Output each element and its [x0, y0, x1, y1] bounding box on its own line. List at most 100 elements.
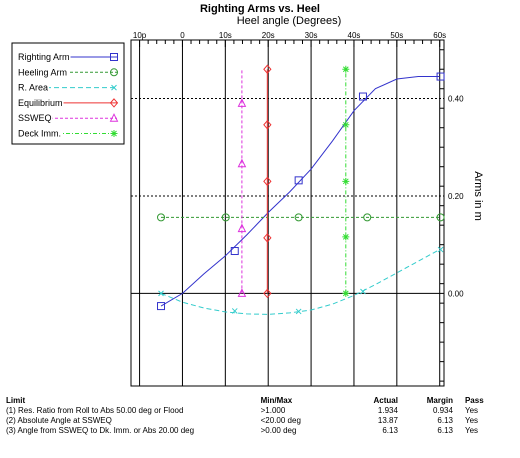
legend-marker	[110, 68, 118, 77]
series-r-area	[158, 246, 444, 315]
legend-marker	[110, 130, 118, 137]
x-axis-label: Heel angle (Degrees)	[237, 15, 342, 27]
legend-label-bg	[17, 113, 53, 124]
chart-title: Righting Arms vs. Heel	[200, 3, 320, 15]
legend-label-bg	[17, 52, 71, 62]
row-pass: Yes	[464, 416, 479, 425]
header-actual: Actual	[373, 396, 398, 405]
r-area-point	[295, 308, 302, 315]
legend-label: Righting Arm	[18, 52, 70, 62]
deck-imm-point	[342, 233, 350, 241]
legend-label: Heeling Arm	[18, 67, 67, 77]
r-area-point	[360, 288, 366, 295]
x-tick-label: 40s	[348, 31, 361, 40]
row-limit: (2) Absolute Angle at SSWEQ	[6, 416, 112, 425]
row-limit: (1) Res. Ratio from Roll to Abs 50.00 de…	[6, 406, 184, 415]
equilibrium-point	[263, 233, 272, 243]
righting-arm-point	[358, 92, 367, 101]
equilibrium-point	[263, 120, 272, 130]
header-pass: Pass	[464, 396, 484, 405]
x-tick-label: 20s	[262, 31, 275, 40]
header-limit: Limit	[6, 396, 26, 405]
criteria-header-row: Limit Min/Max Actual Margin Pass	[6, 396, 514, 406]
row-limit: (3) Angle from SSWEQ to Dk. Imm. or Abs …	[6, 426, 195, 435]
r-area-point	[158, 290, 164, 297]
legend-item-ssweq: SSWEQ	[17, 113, 119, 124]
stability-chart: Righting Arms vs. Heel Heel angle (Degre…	[11, 3, 484, 387]
legend-label-bg	[17, 67, 69, 78]
legend-label-bg	[17, 82, 50, 93]
series-ssweq	[237, 69, 247, 297]
x-tick-label: 30s	[305, 31, 318, 40]
row-pass: Yes	[464, 426, 479, 435]
legend-item-equilibrium: Equilibrium	[17, 97, 119, 108]
x-tick-label: 60s	[433, 31, 446, 40]
righting-arm-line	[160, 76, 440, 307]
legend-marker	[111, 84, 117, 91]
equilibrium-point	[263, 288, 272, 299]
legend: Righting Arm Heeling Arm R. Area Equilibriu…	[11, 42, 125, 145]
y-axis-label: Arms in m	[472, 171, 484, 221]
legend-label-bg	[17, 128, 63, 139]
row-margin: 0.934	[432, 406, 453, 415]
plot-border	[130, 39, 445, 387]
row-pass: Yes	[464, 406, 479, 415]
righting-arm-point	[157, 302, 166, 311]
criteria-row: (3) Angle from SSWEQ to Dk. Imm. or Abs …	[6, 426, 514, 436]
y-tick-label: 0.20	[448, 192, 464, 201]
legend-item-r-area: R. Area	[17, 82, 117, 93]
equilibrium-point	[263, 176, 272, 187]
deck-imm-point	[342, 65, 350, 73]
ssweq-point	[237, 98, 247, 107]
legend-marker	[110, 53, 118, 61]
x-tick-label: 50s	[390, 31, 403, 40]
y-tick-label: 0.00	[448, 289, 464, 298]
series-righting-arm	[157, 72, 445, 311]
row-minmax: >0.00 deg	[260, 426, 297, 435]
r-area-line	[160, 249, 440, 315]
ssweq-point	[237, 158, 247, 168]
legend-label-bg	[17, 97, 64, 108]
plot-area	[130, 39, 445, 387]
heeling-arm-point	[294, 213, 303, 222]
legend-marker	[109, 98, 119, 108]
row-margin: 6.13	[437, 416, 453, 425]
legend-label: Deck Imm.	[18, 129, 61, 139]
series-heeling-arm	[157, 213, 445, 222]
row-minmax: >1.000	[260, 406, 286, 415]
legend-label: SSWEQ	[18, 113, 52, 123]
legend-marker	[109, 113, 119, 122]
deck-imm-point	[342, 177, 350, 185]
row-actual: 6.13	[382, 426, 398, 435]
criteria-row: (2) Absolute Angle at SSWEQ <20.00 deg 1…	[6, 416, 514, 426]
header-minmax: Min/Max	[260, 396, 293, 405]
row-actual: 13.87	[377, 416, 398, 425]
series-equilibrium	[263, 64, 272, 299]
legend-item-heeling-arm: Heeling Arm	[17, 67, 118, 78]
r-area-point	[231, 308, 238, 314]
series-layer	[157, 64, 445, 315]
equilibrium-point	[263, 64, 272, 74]
header-margin: Margin	[426, 396, 453, 405]
x-tick-label: 0	[180, 31, 185, 40]
legend-label: R. Area	[18, 83, 48, 93]
legend-label: Equilibrium	[18, 98, 63, 108]
righting-arm-point	[230, 247, 239, 256]
legend-item-righting-arm: Righting Arm	[17, 52, 118, 62]
deck-imm-point	[342, 289, 350, 297]
x-tick-label: 10p	[133, 31, 147, 40]
righting-arm-point	[294, 176, 303, 185]
heeling-arm-point	[221, 213, 230, 222]
legend-item-deck-imm: Deck Imm.	[17, 128, 118, 139]
x-axis: 10p 0 10s 20s 30s 40s 50s 60s	[133, 31, 446, 47]
r-area-point	[437, 246, 444, 253]
y-tick-label: 0.40	[448, 94, 464, 103]
heeling-arm-point	[363, 213, 372, 222]
series-deck-imm	[342, 65, 350, 297]
criteria-table: Limit Min/Max Actual Margin Pass (1) Res…	[6, 396, 514, 436]
row-margin: 6.13	[437, 426, 453, 435]
y-axis: 0.00 0.20 0.40	[440, 49, 464, 382]
row-actual: 1.934	[377, 406, 398, 415]
heeling-arm-point	[436, 213, 445, 222]
x-tick-label: 10s	[219, 31, 232, 40]
